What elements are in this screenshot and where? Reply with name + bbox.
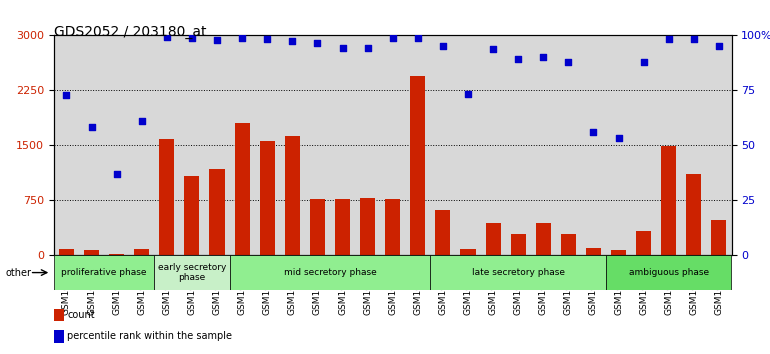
Bar (385, 199, 400, 255)
Bar (134, 249, 149, 255)
Bar (335, 199, 350, 255)
Point (110, 172, 122, 177)
Bar (159, 139, 174, 255)
Text: proliferative phase: proliferative phase (62, 268, 147, 277)
Point (211, 37, 223, 42)
Point (588, 129, 600, 135)
Text: late secretory phase: late secretory phase (472, 268, 564, 277)
Text: percentile rank within the sample: percentile rank within the sample (68, 331, 233, 341)
Bar (109, 254, 124, 255)
Point (387, 35, 399, 41)
Bar (611, 251, 626, 255)
Point (562, 59, 574, 64)
Point (537, 55, 550, 60)
Bar (636, 232, 651, 255)
Bar (410, 76, 425, 255)
Bar (460, 249, 476, 255)
Text: other: other (5, 268, 32, 278)
Text: mid secretory phase: mid secretory phase (283, 268, 377, 277)
Bar (511, 234, 526, 255)
Point (361, 45, 373, 51)
Point (688, 36, 700, 42)
Bar (536, 223, 551, 255)
Point (638, 59, 650, 64)
Bar (184, 176, 199, 255)
Point (412, 35, 424, 40)
Bar (360, 198, 375, 255)
Bar (54, 309, 64, 321)
Point (512, 56, 524, 62)
Point (713, 44, 725, 49)
Point (311, 40, 323, 46)
Bar (586, 248, 601, 255)
Point (437, 44, 449, 49)
Point (186, 35, 198, 41)
FancyBboxPatch shape (154, 255, 229, 290)
Text: count: count (68, 310, 95, 320)
FancyBboxPatch shape (229, 255, 430, 290)
Bar (435, 210, 450, 255)
Bar (54, 330, 64, 343)
Bar (310, 199, 325, 255)
Point (663, 36, 675, 42)
Bar (235, 123, 249, 255)
Point (612, 135, 624, 141)
Bar (209, 169, 225, 255)
Bar (686, 175, 701, 255)
Point (336, 45, 349, 51)
Point (286, 38, 299, 43)
Point (85, 124, 98, 130)
Text: early secretory
phase: early secretory phase (158, 263, 226, 282)
Point (487, 46, 499, 52)
Bar (59, 249, 74, 255)
Bar (84, 251, 99, 255)
Bar (561, 234, 576, 255)
Bar (259, 141, 275, 255)
FancyBboxPatch shape (430, 255, 606, 290)
Point (261, 36, 273, 42)
Text: GDS2052 / 203180_at: GDS2052 / 203180_at (54, 25, 206, 39)
Point (136, 118, 148, 124)
Point (462, 91, 474, 97)
Point (60, 92, 72, 98)
Bar (711, 220, 726, 255)
Bar (285, 136, 300, 255)
FancyBboxPatch shape (54, 255, 154, 290)
Bar (486, 223, 500, 255)
FancyBboxPatch shape (606, 255, 732, 290)
Bar (661, 146, 676, 255)
Text: ambiguous phase: ambiguous phase (628, 268, 709, 277)
Point (161, 34, 173, 40)
Point (236, 35, 248, 41)
